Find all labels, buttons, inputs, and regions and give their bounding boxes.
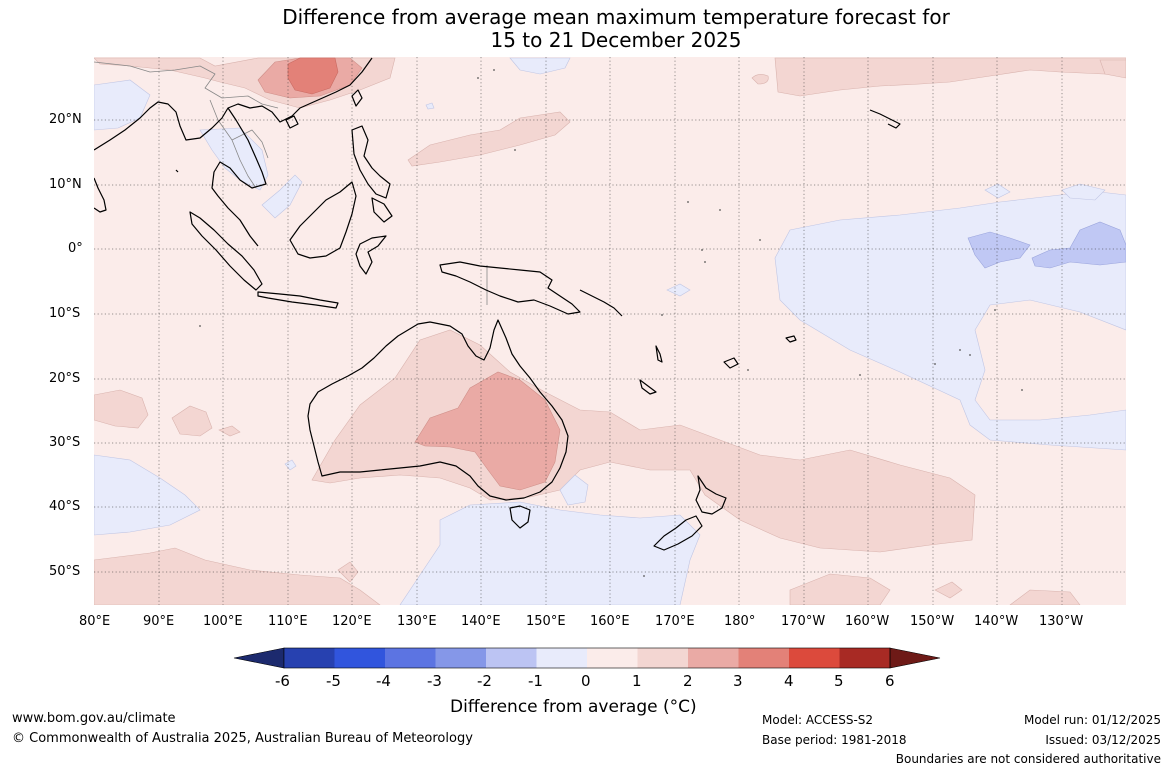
lat-label-30s: 30°S [49,435,81,450]
lat-label-0: 0° [68,241,83,256]
lon-label-180: 180° [724,614,756,629]
map-title-line1: Difference from average mean maximum tem… [282,5,950,29]
map-title-line2: 15 to 21 December 2025 [490,28,742,52]
disclaimer-text: Boundaries are not considered authoritat… [895,752,1161,766]
colorbar-segment [334,648,385,668]
colorbar-segment [284,648,335,668]
anomaly-zone-minus1-to-0 [425,102,435,110]
anomaly-zone-minus1-to-0 [199,127,269,191]
colorbar-segment [536,648,587,668]
model-text: Model: ACCESS-S2 [762,713,874,727]
lon-label-150e: 150°E [526,614,566,629]
lon-label-130e: 130°E [397,614,437,629]
colorbar-segment [435,648,486,668]
island-dots [199,69,1023,577]
issued-text: Issued: 03/12/2025 [1045,733,1161,747]
colorbar-extend-low [233,647,285,669]
lat-label-10s: 10°S [49,306,81,321]
anomaly-zone-3-to-4 [287,57,339,95]
colorbar-tick: -4 [376,672,391,690]
colorbar-tick: -1 [528,672,543,690]
colorbar-tick: -6 [275,672,290,690]
copyright-text: © Commonwealth of Australia 2025, Austra… [12,731,473,746]
colorbar-segment [839,648,890,668]
colorbar-segment [637,648,688,668]
colorbar-frame [283,647,891,669]
colorbar-extend-high [889,647,941,669]
anomaly-zone-1-to-2 [171,405,213,437]
anomaly-zone-1-to-2 [1009,589,1081,605]
anomaly-zone-1-to-2 [407,111,571,167]
colorbar-tick: 3 [733,672,743,690]
lon-label-130w: 130°W [1039,614,1084,629]
website-link[interactable]: www.bom.gov.au/climate [12,711,176,726]
lon-label-160w: 160°W [845,614,890,629]
anomaly-field [94,57,1126,605]
lon-label-150w: 150°W [910,614,955,629]
anomaly-zone-minus2-to-minus1 [967,231,1031,269]
model-run-text: Model run: 01/12/2025 [1023,713,1161,727]
lon-label-100e: 100°E [203,614,243,629]
colorbar-segment [688,648,739,668]
anomaly-zone-minus2-to-minus1 [1031,221,1126,269]
colorbar-title: Difference from average (°C) [450,697,697,717]
anomaly-zone-1-to-2 [789,573,891,605]
colorbar-tick: 5 [834,672,844,690]
graticule [94,57,1126,605]
anomaly-zone-minus1-to-0 [399,501,701,605]
lon-label-160e: 160°E [590,614,630,629]
anomaly-zone-minus1-to-0 [984,183,1011,199]
colorbar-tick: -5 [326,672,341,690]
lon-label-120e: 120°E [332,614,372,629]
colorbar-tick: -2 [477,672,492,690]
colorbar-tick: 0 [581,672,591,690]
lat-label-10n: 10°N [49,177,82,192]
anomaly-zone-1-to-2 [94,389,149,429]
anomaly-zone-minus1-to-0 [94,454,201,536]
lon-label-80e: 80°E [79,614,111,629]
anomaly-zone-1-to-2 [94,547,381,605]
lon-label-140e: 140°E [461,614,501,629]
colorbar-segment [587,648,638,668]
anomaly-zone-minus1-to-0 [509,57,571,75]
anomaly-zone-1-to-2 [1099,59,1126,79]
lat-label-50s: 50°S [49,564,81,579]
lon-label-170w: 170°W [781,614,826,629]
anomaly-zone-1-to-2 [934,581,963,599]
coastlines [94,57,901,551]
lat-label-20s: 20°S [49,371,81,386]
lat-label-20n: 20°N [49,112,82,127]
base-period-text: Base period: 1981-2018 [762,733,907,747]
lat-label-40s: 40°S [49,499,81,514]
colorbar-segment [738,648,789,668]
colorbar [233,647,941,669]
anomaly-zone-1-to-2 [774,57,1126,97]
colorbar-tick: -3 [427,672,442,690]
anomaly-zone-1-to-2 [751,74,769,85]
anomaly-zone-minus1-to-0 [284,459,297,471]
anomaly-zone-2-to-3 [414,371,561,491]
colorbar-tick: 6 [885,672,895,690]
anomaly-zone-minus1-to-0 [261,174,303,219]
anomaly-zone-minus1-to-0 [559,474,589,506]
colorbar-segment [789,648,840,668]
lon-label-140w: 140°W [974,614,1019,629]
anomaly-zone-minus1-to-0 [666,283,691,297]
lon-label-170e: 170°E [655,614,695,629]
lon-label-90e: 90°E [143,614,175,629]
colorbar-tick: 2 [683,672,693,690]
colorbar-segment [486,648,537,668]
colorbar-tick: 1 [632,672,642,690]
colorbar-tick: 4 [784,672,794,690]
colorbar-segment [385,648,436,668]
lon-label-110e: 110°E [268,614,308,629]
anomaly-zone-1-to-2 [218,425,241,437]
